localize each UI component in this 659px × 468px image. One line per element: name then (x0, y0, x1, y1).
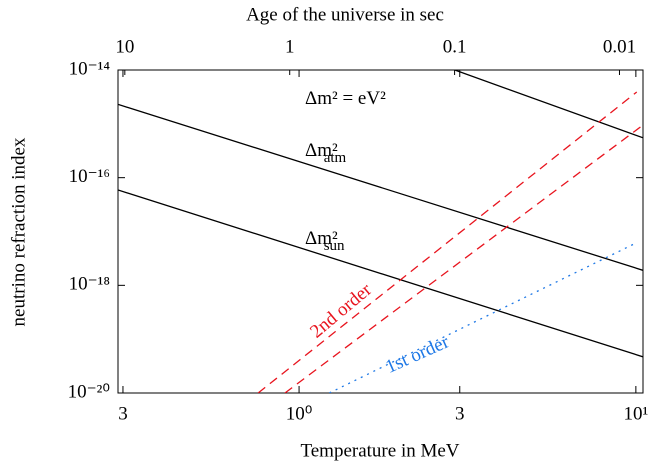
series-line (454, 70, 643, 139)
series-line (257, 91, 638, 393)
series-line (118, 189, 643, 358)
annotation: 1st order (383, 331, 453, 378)
annotation: Δm²atm (305, 140, 347, 166)
x2-tick-label: 0.1 (443, 36, 467, 57)
x2-tick-label: 1 (285, 36, 295, 57)
y-tick-label: 10⁻¹⁸ (69, 274, 110, 295)
x-axis-label: Temperature in MeV (300, 440, 459, 461)
y-axis-label: neutrino refraction index (8, 137, 29, 326)
annotation-text: Δm² (305, 140, 338, 161)
x-tick-label: 10¹ (624, 403, 649, 424)
annotation-text: Δm² = eV² (305, 88, 386, 109)
x2-tick-label: 0.01 (603, 36, 636, 57)
annotation: 2nd order (306, 279, 376, 343)
plot-frame (117, 69, 644, 394)
x2-tick-label: 10 (115, 36, 134, 57)
x-tick-label: 10⁰ (286, 403, 313, 424)
y-tick-label: 10⁻¹⁴ (69, 58, 111, 79)
x-tick-label: 3 (455, 403, 465, 424)
x2-axis-label: Age of the universe in sec (246, 4, 444, 25)
annotation-sub: sun (324, 238, 345, 254)
annotation-sub: atm (324, 150, 347, 166)
series-line (118, 103, 643, 271)
x-tick-label: 3 (118, 403, 128, 424)
y-tick-label: 10⁻¹⁶ (69, 166, 110, 187)
y-tick-label: 10⁻²⁰ (68, 381, 110, 402)
annotation: Δm² = eV² (305, 88, 386, 109)
annotation-text: 1st order (383, 331, 453, 378)
annotation: Δm²sun (305, 228, 345, 254)
series-line (329, 242, 638, 393)
annotation-text: Δm² (305, 228, 338, 249)
annotation-text: 2nd order (306, 279, 376, 343)
